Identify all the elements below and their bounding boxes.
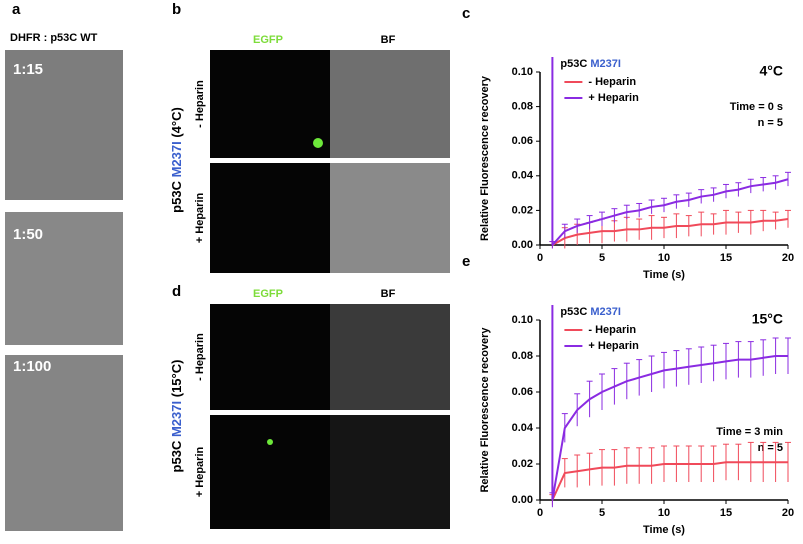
column-label: EGFP xyxy=(253,288,283,300)
side-suffix: (4°C) xyxy=(169,107,184,137)
construct-prefix: p53C xyxy=(560,58,587,70)
legend-label: - Heparin xyxy=(588,76,636,88)
side-mutation: M237I xyxy=(169,401,184,437)
x-tick-label: 20 xyxy=(782,507,794,519)
micrograph xyxy=(5,50,123,200)
legend-label: + Heparin xyxy=(588,340,639,352)
construct-prefix: p53C xyxy=(560,306,587,318)
column-label: BF xyxy=(381,288,396,300)
row-label: - Heparin xyxy=(194,80,206,128)
column-label: BF xyxy=(381,34,396,46)
y-tick-label: 0.02 xyxy=(512,458,533,470)
micrograph xyxy=(330,163,450,273)
droplet xyxy=(313,138,323,148)
y-tick-label: 0.04 xyxy=(512,170,534,182)
x-tick-label: 0 xyxy=(537,252,543,264)
side-prefix: p53C xyxy=(169,440,184,472)
note: Time = 0 s xyxy=(730,101,783,113)
micrograph xyxy=(330,304,450,410)
image-label: 1:50 xyxy=(13,226,43,243)
micrograph xyxy=(5,355,123,531)
temperature: 4°C xyxy=(760,63,784,79)
construct-label: p53C M237I xyxy=(560,306,621,318)
micrograph xyxy=(330,415,450,529)
legend-label: - Heparin xyxy=(588,324,636,336)
panel-letter: e xyxy=(462,253,470,270)
y-tick-label: 0.10 xyxy=(512,66,533,78)
micrograph xyxy=(210,50,330,158)
y-tick-label: 0.00 xyxy=(512,239,533,251)
row-label: + Heparin xyxy=(194,193,206,244)
x-axis-label: Time (s) xyxy=(643,269,685,281)
y-tick-label: 0.06 xyxy=(512,386,533,398)
micrograph xyxy=(210,304,330,410)
construct-label: p53C M237I xyxy=(560,58,621,70)
series-line xyxy=(551,461,788,501)
panel-title: DHFR : p53C WT xyxy=(10,32,98,44)
y-axis-label: Relative Fluorescence recovery xyxy=(479,75,491,241)
droplet xyxy=(267,439,273,445)
legend-label: + Heparin xyxy=(588,92,639,104)
y-axis-label: Relative Fluorescence recovery xyxy=(479,327,491,493)
series-line xyxy=(551,355,788,501)
y-tick-label: 0.10 xyxy=(512,314,533,326)
micrograph xyxy=(210,415,330,529)
y-tick-label: 0.06 xyxy=(512,135,533,147)
side-label: p53C M237I (4°C) xyxy=(169,107,184,213)
construct-mutation: M237I xyxy=(590,58,621,70)
y-tick-label: 0.04 xyxy=(512,422,534,434)
x-axis-label: Time (s) xyxy=(643,524,685,536)
y-tick-label: 0.02 xyxy=(512,204,533,216)
x-tick-label: 5 xyxy=(599,507,605,519)
x-tick-label: 15 xyxy=(720,252,732,264)
note: n = 5 xyxy=(758,117,783,129)
x-tick-label: 20 xyxy=(782,252,794,264)
y-tick-label: 0.08 xyxy=(512,350,533,362)
micrograph xyxy=(210,163,330,273)
micrograph xyxy=(330,50,450,158)
row-label: - Heparin xyxy=(194,333,206,381)
side-prefix: p53C xyxy=(169,180,184,212)
construct-mutation: M237I xyxy=(590,306,621,318)
row-label: + Heparin xyxy=(194,447,206,498)
y-tick-label: 0.00 xyxy=(512,494,533,506)
temperature: 15°C xyxy=(752,311,783,327)
x-tick-label: 5 xyxy=(599,252,605,264)
x-tick-label: 10 xyxy=(658,507,670,519)
note: Time = 3 min xyxy=(716,426,783,438)
image-label: 1:100 xyxy=(13,358,51,375)
side-label: p53C M237I (15°C) xyxy=(169,360,184,473)
side-suffix: (15°C) xyxy=(169,360,184,398)
y-tick-label: 0.08 xyxy=(512,101,533,113)
column-label: EGFP xyxy=(253,34,283,46)
side-mutation: M237I xyxy=(169,141,184,177)
image-label: 1:15 xyxy=(13,61,43,78)
series-line xyxy=(551,178,789,246)
x-tick-label: 10 xyxy=(658,252,670,264)
panel-letter: a xyxy=(12,1,21,18)
panel-letter: c xyxy=(462,5,470,22)
x-tick-label: 15 xyxy=(720,507,732,519)
micrograph xyxy=(5,212,123,345)
note: n = 5 xyxy=(758,442,783,454)
x-tick-label: 0 xyxy=(537,507,543,519)
panel-letter: d xyxy=(172,283,181,300)
series-line xyxy=(551,218,789,246)
panel-letter: b xyxy=(172,1,181,18)
